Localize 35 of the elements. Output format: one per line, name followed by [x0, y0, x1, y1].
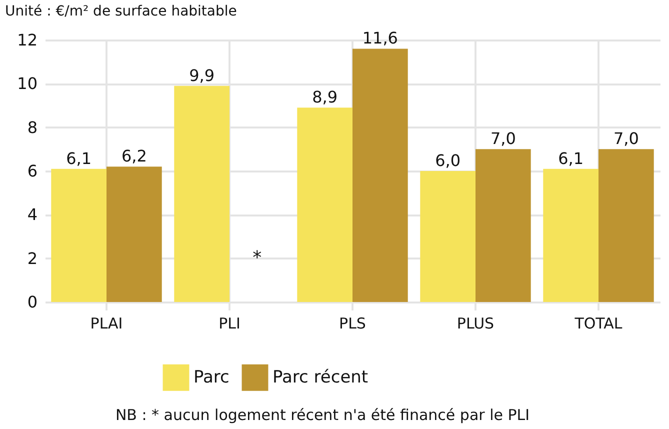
y-tick-label: 10 — [17, 74, 38, 94]
bar — [174, 86, 230, 302]
bar — [476, 149, 531, 302]
x-tick-label: TOTAL — [574, 314, 623, 332]
x-tick-label: PLUS — [456, 314, 494, 332]
x-tick-label: PLS — [339, 314, 366, 332]
y-tick-label: 0 — [27, 292, 38, 312]
bar — [598, 149, 654, 302]
data-label: 7,0 — [490, 129, 516, 148]
text: NB : * aucun logement récent n'a été financé par le PLI — [115, 406, 530, 424]
chart-title: Unité : €/m² de surface habitable — [5, 4, 237, 20]
bar — [352, 48, 408, 302]
data-label: 6,2 — [121, 146, 147, 166]
x-tick-label: PLI — [218, 314, 240, 332]
data-label: 7,0 — [613, 129, 639, 148]
bar — [543, 168, 598, 302]
y-tick-label: 6 — [27, 162, 38, 180]
data-label: 6,1 — [66, 148, 92, 168]
y-tick-label: 8 — [27, 118, 38, 137]
bar — [51, 168, 106, 302]
bar — [106, 166, 162, 302]
data-label: 8,9 — [312, 88, 338, 107]
data-label: 11,6 — [362, 28, 398, 48]
data-label: 6,1 — [558, 148, 584, 168]
y-tick-label: 2 — [27, 248, 38, 268]
x-tick-label: PLAI — [90, 314, 123, 332]
y-tick-label: 12 — [17, 30, 38, 50]
legend-label: Parc — [194, 368, 230, 388]
annotation: * — [252, 247, 262, 268]
bar — [420, 171, 476, 302]
y-tick-label: 4 — [27, 205, 38, 224]
data-label: 9,9 — [189, 66, 215, 85]
bar — [297, 108, 352, 302]
legend-label: Parc récent — [272, 368, 368, 388]
data-label: 6,0 — [435, 151, 461, 170]
